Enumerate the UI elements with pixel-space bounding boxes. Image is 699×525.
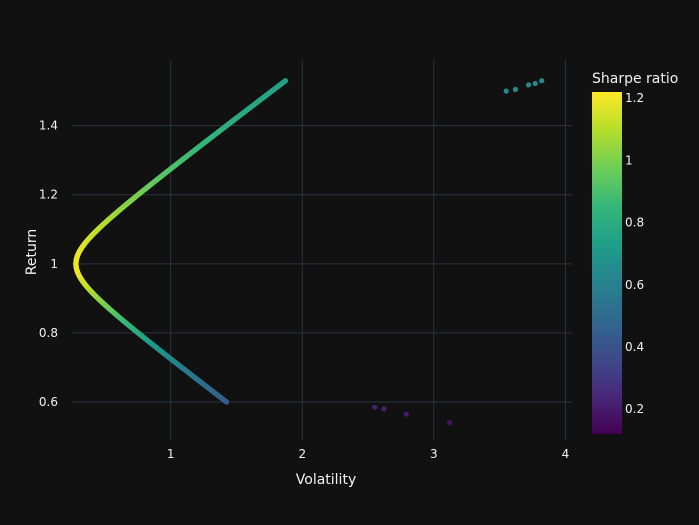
colorbar-title: Sharpe ratio xyxy=(592,71,678,87)
axis-layer: 1 2 3 4 0.6 0.8 1 1.2 1.4 xyxy=(39,119,569,461)
frontier-point[interactable] xyxy=(525,82,532,88)
x-tick-label: 1 xyxy=(167,447,175,461)
colorbar-tick-label: 0.8 xyxy=(625,216,644,230)
colorbar-ticks: 0.2 0.4 0.6 0.8 1 1.2 xyxy=(625,91,644,416)
colorbar-gradient xyxy=(592,92,622,434)
colorbar-tick-label: 0.6 xyxy=(625,278,644,292)
colorbar-tick-label: 1 xyxy=(625,153,633,167)
y-tick-label: 0.8 xyxy=(39,326,58,340)
colorbar-tick-label: 0.4 xyxy=(625,340,644,354)
x-axis-title: Volatility xyxy=(296,472,356,488)
colorbar-tick-label: 0.2 xyxy=(625,402,644,416)
frontier-point[interactable] xyxy=(372,404,378,410)
x-tick-label: 3 xyxy=(430,447,438,461)
y-tick-label: 0.6 xyxy=(39,395,58,409)
frontier-point[interactable] xyxy=(447,420,453,426)
frontier-point[interactable] xyxy=(403,411,409,417)
frontier-point[interactable] xyxy=(532,80,538,87)
colorbar: Sharpe ratio 0.2 0.4 0.6 0.8 1 1.2 xyxy=(592,71,678,434)
x-tick-label: 2 xyxy=(298,447,306,461)
frontier-point[interactable] xyxy=(539,78,545,84)
y-tick-label: 1 xyxy=(50,257,58,271)
points-layer[interactable] xyxy=(73,78,545,426)
frontier-point[interactable] xyxy=(282,78,289,84)
colorbar-tick-label: 1.2 xyxy=(625,91,644,105)
x-tick-label: 4 xyxy=(562,447,570,461)
grid-layer xyxy=(72,60,572,440)
y-tick-label: 1.4 xyxy=(39,119,58,133)
frontier-point[interactable] xyxy=(512,86,519,92)
frontier-point[interactable] xyxy=(503,88,509,94)
y-axis-title: Return xyxy=(24,229,40,275)
y-tick-label: 1.2 xyxy=(39,188,58,202)
frontier-point[interactable] xyxy=(381,406,387,412)
